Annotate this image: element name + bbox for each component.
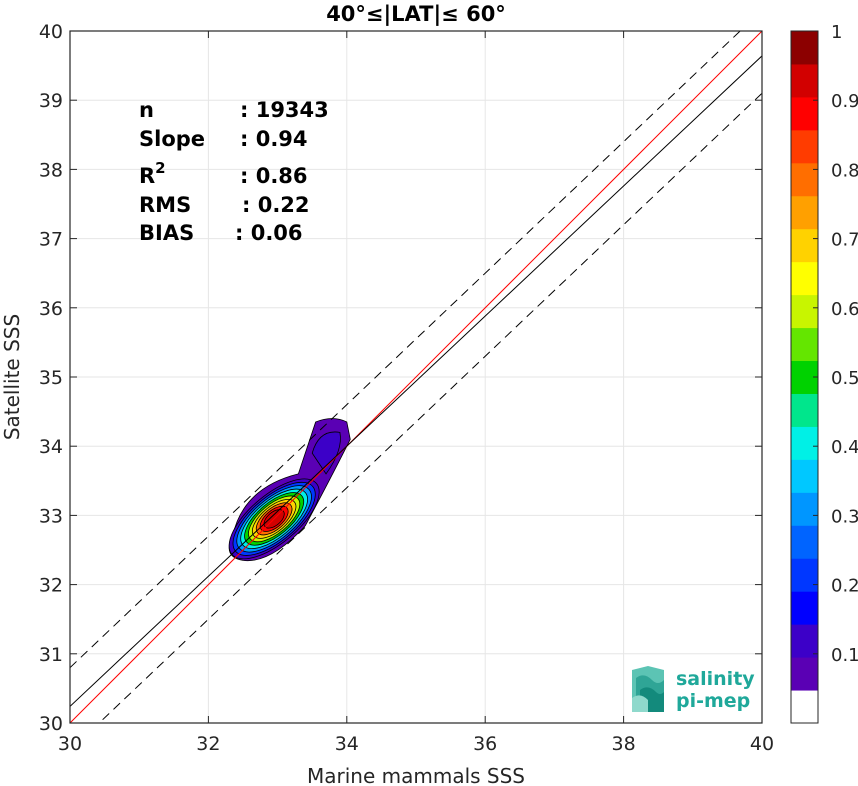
colorbar-tick-label: 0.6 — [831, 299, 858, 320]
colorbar-tick-label: 0.5 — [831, 368, 858, 389]
stat-r2-sup: 2 — [155, 159, 165, 177]
logo-line2: pi-mep — [676, 690, 750, 712]
y-tick-label: 38 — [39, 159, 63, 181]
colorbar-segment — [791, 624, 818, 658]
colorbar-segment — [791, 657, 818, 691]
reference-lines — [70, 31, 762, 723]
colorbar-tick-label: 0.9 — [831, 91, 858, 112]
line-identity-plus-offset — [70, 55, 762, 707]
x-tick-label: 36 — [473, 733, 497, 755]
chart-title: 40°≤|LAT|≤ 60° — [326, 2, 506, 27]
y-tick-label: 37 — [39, 229, 63, 251]
colorbar-segment — [791, 690, 818, 724]
line-lower-bound — [98, 92, 762, 723]
y-tick-label: 33 — [39, 505, 63, 527]
y-tick-label: 40 — [39, 21, 63, 43]
colorbar-segment — [791, 228, 818, 263]
stat-r2-label: R2 — [139, 159, 166, 188]
y-axis-ticks: 30 31 32 33 34 35 36 37 38 39 40 — [39, 21, 762, 735]
logo-waves-icon — [632, 666, 664, 712]
colorbar-segment — [791, 525, 818, 559]
stat-bias-label: BIAS — [139, 221, 194, 245]
grid — [69, 30, 763, 724]
stat-r2-value: : 0.86 — [240, 164, 308, 188]
stat-n-value: : 19343 — [240, 98, 329, 122]
y-tick-label: 32 — [39, 575, 63, 597]
x-tick-label: 34 — [335, 733, 359, 755]
stat-slope-label: Slope — [139, 127, 205, 151]
salinity-pi-mep-logo: salinity pi-mep — [632, 666, 755, 712]
stat-bias-value: : 0.06 — [235, 221, 303, 245]
colorbar-ticks: 0.1 0.2 0.3 0.4 0.5 0.6 0.7 0.8 0.9 1 — [813, 22, 858, 666]
x-axis-label: Marine mammals SSS — [307, 764, 525, 786]
line-upper-bound — [70, 31, 741, 669]
x-axis-ticks: 30 32 34 36 38 40 — [58, 31, 774, 755]
y-tick-label: 30 — [39, 713, 63, 735]
y-tick-label: 36 — [39, 298, 63, 320]
colorbar-segment — [791, 129, 818, 164]
statistics-box: n : 19343 Slope : 0.94 R2 : 0.86 RMS : 0… — [139, 98, 329, 245]
stat-rms-value: : 0.22 — [242, 193, 310, 217]
stat-r2-base: R — [139, 164, 155, 188]
x-tick-label: 32 — [196, 733, 220, 755]
colorbar-tick-label: 0.4 — [831, 437, 858, 458]
colorbar-tick-label: 0.2 — [831, 576, 858, 597]
colorbar-segment — [791, 327, 818, 362]
x-tick-label: 38 — [612, 733, 636, 755]
x-tick-label: 30 — [58, 733, 82, 755]
colorbar-segment — [791, 261, 818, 296]
y-tick-label: 34 — [39, 436, 63, 458]
colorbar-segment — [791, 294, 818, 329]
colorbar-tick-label: 0.7 — [831, 230, 858, 251]
stat-n-label: n — [139, 98, 154, 122]
colorbar-segment — [791, 63, 818, 98]
x-tick-label: 40 — [750, 733, 774, 755]
line-identity — [70, 31, 762, 723]
y-tick-label: 35 — [39, 367, 63, 389]
colorbar-tick-label: 1 — [831, 22, 842, 43]
colorbar-tick-label: 0.1 — [831, 645, 858, 666]
logo-line1: salinity — [676, 668, 755, 690]
colorbar-segment — [791, 162, 818, 197]
colorbar-segment — [791, 558, 818, 592]
colorbar-segment — [791, 195, 818, 230]
colorbar-tick-label: 0.8 — [831, 160, 858, 181]
colorbar-segment — [791, 426, 818, 460]
colorbar — [791, 31, 818, 724]
colorbar-segment — [791, 492, 818, 526]
colorbar-segment — [791, 31, 818, 65]
colorbar-segment — [791, 96, 818, 131]
colorbar-tick-label: 0.3 — [831, 506, 858, 527]
y-tick-label: 31 — [39, 644, 63, 666]
colorbar-segment — [791, 591, 818, 625]
density-level-tail — [311, 431, 341, 475]
colorbar-segment — [791, 393, 818, 427]
stat-rms-label: RMS — [139, 193, 191, 217]
stat-slope-value: : 0.94 — [240, 127, 308, 151]
colorbar-segment — [791, 459, 818, 493]
y-axis-label: Satellite SSS — [0, 314, 24, 440]
y-tick-label: 39 — [39, 90, 63, 112]
